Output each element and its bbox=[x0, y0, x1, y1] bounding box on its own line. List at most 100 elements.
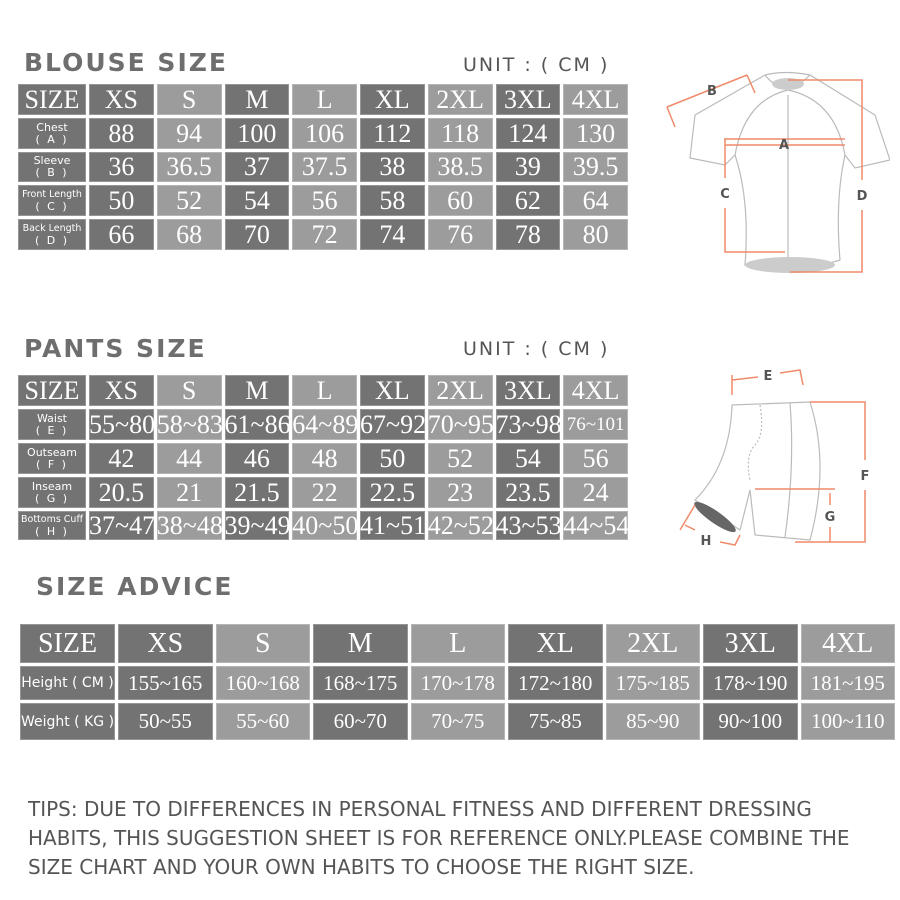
blouse-size-table: SIZE XS S M L XL 2XL 3XL 4XL Chest( A ) 88 94 100 106… bbox=[15, 81, 631, 253]
value-cell: 74 bbox=[360, 219, 425, 250]
value-cell: 41~51 bbox=[360, 510, 427, 540]
row-code: ( A ) bbox=[35, 132, 69, 146]
row-label-cell: Inseam( G ) bbox=[18, 477, 86, 508]
row-code: ( E ) bbox=[35, 423, 69, 437]
size-header-s: S bbox=[156, 84, 222, 115]
value-cell: 73~98 bbox=[495, 409, 562, 440]
pants-unit-label: UNIT : ( CM ) bbox=[463, 338, 610, 360]
size-header-2xl: 2XL bbox=[427, 375, 493, 406]
value-cell: 23 bbox=[427, 477, 493, 508]
label-h: H bbox=[701, 534, 712, 549]
value-cell: 55~60 bbox=[215, 703, 310, 740]
value-cell: 168~175 bbox=[313, 666, 408, 700]
value-cell: 37.5 bbox=[292, 152, 357, 182]
value-cell: 70 bbox=[224, 219, 290, 250]
value-cell: 76 bbox=[427, 219, 493, 250]
row-code: ( C ) bbox=[35, 199, 69, 213]
row-label: Back Length bbox=[22, 222, 82, 234]
row-label: Chest bbox=[36, 120, 68, 134]
row-label: Weight ( KG ) bbox=[20, 713, 115, 730]
label-e: E bbox=[764, 369, 773, 384]
size-advice-title: SIZE ADVICE bbox=[36, 572, 234, 601]
value-cell: 39.5 bbox=[563, 152, 628, 182]
value-cell: 75~85 bbox=[508, 703, 603, 740]
value-cell: 56 bbox=[292, 185, 357, 216]
value-cell: 24 bbox=[563, 477, 628, 508]
value-cell: 58~83 bbox=[156, 409, 223, 440]
value-cell: 106 bbox=[292, 118, 357, 149]
row-code: ( G ) bbox=[34, 491, 70, 505]
row-code: ( F ) bbox=[36, 457, 68, 471]
value-cell: 52 bbox=[427, 443, 493, 474]
size-header-m: M bbox=[313, 624, 408, 663]
value-cell: 60~70 bbox=[313, 703, 408, 740]
tips-text: TIPS: DUE TO DIFFERENCES IN PERSONAL FIT… bbox=[28, 797, 850, 879]
value-cell: 100~110 bbox=[800, 703, 895, 740]
value-cell: 38~48 bbox=[156, 510, 223, 540]
size-header-4xl: 4XL bbox=[563, 375, 628, 406]
value-cell: 42 bbox=[89, 443, 154, 474]
size-header-xl: XL bbox=[508, 624, 603, 663]
value-cell: 178~190 bbox=[703, 666, 798, 700]
value-cell: 42~52 bbox=[427, 510, 494, 540]
table-row: Weight ( KG ) 50~55 55~60 60~70 70~75 75~85 85… bbox=[20, 703, 895, 740]
row-label-cell: Height ( CM ) bbox=[20, 666, 115, 700]
size-header-l: L bbox=[292, 375, 357, 406]
jersey-diagram: B A C D bbox=[666, 71, 890, 273]
value-cell: 100 bbox=[224, 118, 290, 149]
row-label: Sleeve bbox=[33, 154, 71, 167]
table-row: Front Length( C ) 50 52 54 56 58 60 62 64 bbox=[18, 185, 628, 216]
row-label: Bottoms Cuff bbox=[20, 513, 83, 525]
row-label-cell: Outseam( F ) bbox=[18, 443, 86, 474]
value-cell: 66 bbox=[89, 219, 154, 250]
value-cell: 61~86 bbox=[224, 409, 291, 440]
size-header-l: L bbox=[410, 624, 505, 663]
value-cell: 94 bbox=[156, 118, 222, 149]
table-row: Inseam( G ) 20.5 21 21.5 22 22.5 23 23.5 24 bbox=[18, 477, 628, 508]
value-cell: 38 bbox=[360, 152, 425, 182]
size-header-xs: XS bbox=[89, 84, 154, 115]
value-cell: 172~180 bbox=[508, 666, 603, 700]
size-advice-table: SIZE XS S M L XL 2XL 3XL 4XL Height ( CM ) 155~165… bbox=[17, 621, 898, 743]
row-label-cell: Waist( E ) bbox=[18, 409, 86, 440]
label-d: D bbox=[857, 189, 868, 204]
value-cell: 155~165 bbox=[118, 666, 213, 700]
row-code: ( B ) bbox=[35, 166, 69, 179]
value-cell: 56 bbox=[563, 443, 628, 474]
value-cell: 90~100 bbox=[703, 703, 798, 740]
value-cell: 70~95 bbox=[427, 409, 494, 440]
value-cell: 50 bbox=[360, 443, 425, 474]
value-cell: 39 bbox=[495, 152, 561, 182]
size-header-4xl: 4XL bbox=[800, 624, 895, 663]
value-cell: 50~55 bbox=[118, 703, 213, 740]
row-label-cell: Sleeve( B ) bbox=[18, 152, 86, 182]
value-cell: 60 bbox=[427, 185, 493, 216]
row-code: ( D ) bbox=[34, 233, 70, 247]
row-label: Front Length bbox=[22, 188, 82, 200]
table-row: Sleeve( B ) 36 36.5 37 37.5 38 38.5 39 39.5 bbox=[18, 152, 628, 182]
label-g: G bbox=[825, 510, 836, 525]
label-f: F bbox=[861, 469, 870, 484]
size-header-xl: XL bbox=[360, 375, 425, 406]
value-cell: 55~80 bbox=[89, 409, 156, 440]
value-cell: 43~53 bbox=[495, 510, 562, 540]
size-header-cell: SIZE bbox=[20, 624, 115, 663]
size-header-2xl: 2XL bbox=[605, 624, 700, 663]
value-cell: 72 bbox=[292, 219, 357, 250]
size-header-m: M bbox=[224, 84, 290, 115]
size-header-2xl: 2XL bbox=[427, 84, 493, 115]
size-header-s: S bbox=[215, 624, 310, 663]
value-cell: 118 bbox=[427, 118, 493, 149]
value-cell: 22 bbox=[292, 477, 357, 508]
label-b: B bbox=[707, 84, 717, 99]
value-cell: 39~49 bbox=[224, 510, 291, 540]
size-header-3xl: 3XL bbox=[495, 375, 561, 406]
row-label: Height ( CM ) bbox=[21, 675, 114, 691]
value-cell: 112 bbox=[360, 118, 425, 149]
value-cell: 44~54 bbox=[563, 510, 630, 540]
value-cell: 124 bbox=[495, 118, 561, 149]
value-cell: 52 bbox=[156, 185, 222, 216]
pants-size-table: SIZE XS S M L XL 2XL 3XL 4XL Waist( E ) 55~80 58~83… bbox=[15, 372, 631, 543]
value-cell: 54 bbox=[495, 443, 561, 474]
value-cell: 68 bbox=[156, 219, 222, 250]
